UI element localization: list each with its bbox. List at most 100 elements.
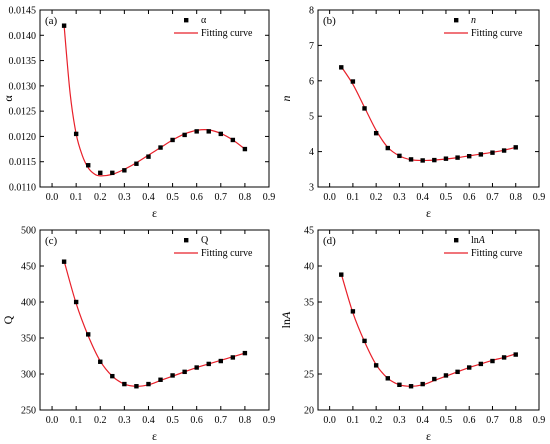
data-point [218, 358, 223, 364]
data-point [385, 376, 390, 381]
data-point [134, 161, 139, 166]
plot-frame [317, 9, 540, 188]
legend-label-data: Q [201, 235, 209, 246]
panel-label: (a) [45, 15, 58, 27]
x-axis-title: ε [426, 429, 431, 443]
data-point [350, 309, 356, 314]
x-tick-label: 0.0 [46, 192, 59, 203]
data-point [242, 146, 248, 152]
data-point [385, 145, 390, 151]
data-point [373, 363, 379, 368]
legend-marker [454, 238, 459, 243]
y-axis-title: Q [1, 315, 15, 324]
data-point [194, 129, 199, 134]
x-tick-label: 0.4 [416, 192, 429, 203]
x-tick-label: 0.7 [215, 415, 228, 426]
y-tick-label: 7 [309, 41, 314, 52]
data-point [339, 272, 344, 277]
y-tick-label: 0.0115 [9, 157, 36, 168]
data-point [350, 79, 356, 84]
x-tick-label: 0.4 [142, 415, 155, 426]
x-tick-label: 0.3 [118, 192, 131, 203]
x-tick-label: 0.5 [440, 415, 453, 426]
data-point [373, 130, 379, 136]
data-point [408, 157, 414, 162]
x-tick-label: 0.5 [166, 192, 179, 203]
data-point [170, 373, 175, 378]
x-tick-label: 0.6 [190, 415, 203, 426]
data-point [134, 384, 139, 389]
data-point [467, 365, 472, 370]
data-point [146, 381, 151, 387]
legend-marker [184, 18, 189, 23]
legend-label-fit: Fitting curve [201, 248, 253, 259]
legend: Q Fitting curve [174, 235, 253, 259]
data-point [158, 145, 163, 150]
data-point [490, 358, 495, 364]
x-tick-label: 0.2 [94, 192, 107, 203]
data-point [408, 384, 414, 389]
data-point [218, 131, 223, 137]
y-axis-title: α [1, 95, 15, 102]
x-tick-label: 0.4 [142, 192, 155, 203]
x-tick-label: 0.7 [486, 415, 499, 426]
data-point [170, 137, 175, 143]
x-tick-label: 0.0 [46, 415, 59, 426]
y-tick-label: 0.0110 [9, 183, 36, 194]
plot-frame [39, 9, 270, 188]
data-point [513, 145, 518, 150]
y-tick-label: 350 [21, 334, 36, 345]
data-point [206, 361, 211, 367]
x-tick-label: 0.1 [347, 415, 360, 426]
legend-label-data: α [201, 15, 207, 26]
y-tick-label: 3 [309, 183, 314, 194]
data-point [110, 373, 115, 379]
y-tick-label: 25 [304, 370, 314, 381]
data-point [443, 373, 449, 378]
y-tick-label: 45 [304, 226, 314, 237]
y-tick-label: 0.0145 [9, 6, 37, 17]
x-tick-label: 0.9 [263, 192, 276, 203]
legend-label-data: lnA [471, 235, 486, 246]
y-tick-label: 0.0130 [9, 81, 37, 92]
x-tick-label: 0.7 [215, 192, 228, 203]
legend-label-fit: Fitting curve [471, 28, 523, 39]
data-point [443, 156, 449, 161]
x-tick-label: 0.8 [509, 192, 522, 203]
y-tick-label: 20 [304, 406, 314, 417]
data-point [122, 168, 127, 173]
data-point [73, 131, 79, 137]
data-point [110, 170, 115, 176]
panel-label: (d) [323, 235, 336, 247]
y-tick-label: 0.0140 [9, 31, 37, 42]
x-tick-label: 0.4 [416, 415, 429, 426]
data-point [230, 137, 236, 143]
x-tick-label: 0.2 [94, 415, 107, 426]
y-tick-label: 500 [21, 226, 36, 237]
data-point [432, 157, 437, 163]
fitting-curve-line [63, 260, 246, 387]
y-tick-label: 0.0120 [9, 132, 37, 143]
data-point [467, 154, 472, 159]
data-point [230, 355, 236, 360]
data-point [501, 355, 507, 360]
data-point [242, 350, 248, 356]
y-tick-label: 4 [309, 147, 314, 158]
data-point [478, 152, 484, 157]
legend-marker [184, 238, 189, 243]
data-point [339, 65, 344, 70]
x-tick-label: 0.7 [486, 192, 499, 203]
data-point [61, 259, 67, 264]
legend: lnA Fitting curve [444, 235, 523, 259]
data-point [420, 158, 425, 163]
data-point [455, 369, 460, 375]
x-tick-label: 0.1 [70, 415, 83, 426]
x-tick-label: 0.8 [509, 415, 522, 426]
panel-a: 0.0 0.1 0.2 0.3 0.4 0.5 0.6 0.7 0.8 0.9 0.0110 0.01… [1, 6, 275, 221]
data-point [73, 299, 79, 305]
y-tick-label: 5 [309, 112, 314, 123]
data-point [158, 377, 163, 382]
legend-label-fit: Fitting curve [471, 248, 523, 259]
data-point [513, 352, 518, 357]
